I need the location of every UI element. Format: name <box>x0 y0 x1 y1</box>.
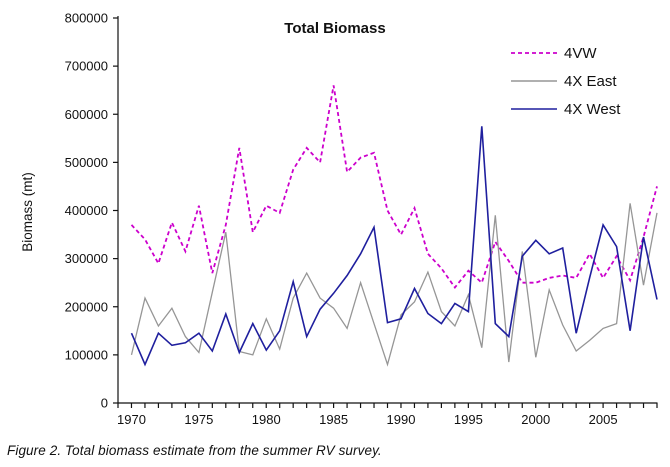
x-tick-label: 1980 <box>252 412 281 427</box>
y-tick-label: 100000 <box>65 347 108 362</box>
axes: 0 100000 200000 300000 400000 500000 600000 700… <box>65 11 658 427</box>
legend-item-4x-west: 4X West <box>511 101 621 118</box>
x-tick-label: 2000 <box>521 412 550 427</box>
legend-item-4x-east: 4X East <box>511 73 617 90</box>
x-tick-label: 1990 <box>387 412 416 427</box>
y-tick-label: 800000 <box>65 11 108 26</box>
series-lines <box>130 85 658 367</box>
figure-caption: Figure 2. Total biomass estimate from th… <box>7 443 382 458</box>
x-tick-label: 2005 <box>589 412 618 427</box>
y-tick-label: 300000 <box>65 251 108 266</box>
legend-label: 4VW <box>564 45 597 62</box>
y-tick-label: 600000 <box>65 107 108 122</box>
x-tick-label: 1970 <box>117 412 146 427</box>
y-tick-label: 200000 <box>65 299 108 314</box>
x-tick-label: 1975 <box>184 412 213 427</box>
y-tick-label: 0 <box>101 396 108 411</box>
biomass-line-chart: Total Biomass Biomass (mt) 0 100000 200000… <box>20 11 658 427</box>
x-tick-label: 1985 <box>319 412 348 427</box>
chart-legend: 4VW 4X East 4X West <box>511 45 621 118</box>
x-tick-label: 1995 <box>454 412 483 427</box>
legend-label: 4X West <box>564 101 621 118</box>
legend-item-4vw: 4VW <box>511 45 597 62</box>
series-line-4x-west <box>130 126 658 367</box>
y-axis-title: Biomass (mt) <box>20 172 35 252</box>
chart-title: Total Biomass <box>284 20 385 37</box>
series-line-4x-east <box>130 203 658 367</box>
y-tick-label: 500000 <box>65 155 108 170</box>
y-tick-label: 700000 <box>65 59 108 74</box>
y-tick-label: 400000 <box>65 203 108 218</box>
legend-label: 4X East <box>564 73 617 90</box>
